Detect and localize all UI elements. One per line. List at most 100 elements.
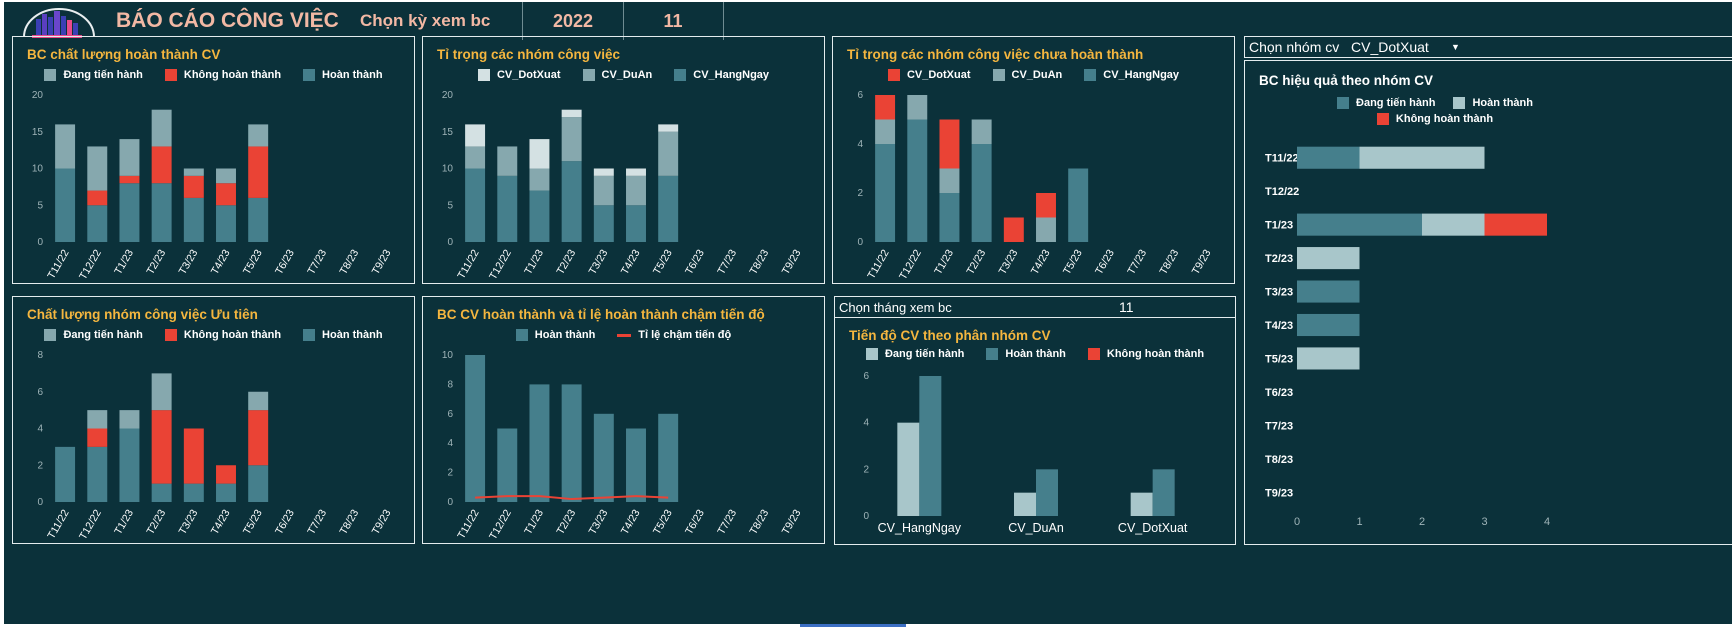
y-tick-label: 6 bbox=[863, 371, 869, 382]
x-tick-label: T6/23 bbox=[683, 507, 707, 536]
bar-cv-duan-t5-23 bbox=[658, 131, 679, 176]
bar-cv-duan-t2-23 bbox=[971, 119, 992, 144]
month-select[interactable]: 11 bbox=[623, 2, 724, 40]
chevron-down-icon[interactable]: ▼ bbox=[1451, 42, 1460, 52]
bar-ho-n-th-nh-t2-23 bbox=[1297, 247, 1360, 270]
sheet-tab-indicator bbox=[800, 624, 906, 627]
bar-cv-dotxuat-t4-23 bbox=[1036, 193, 1056, 218]
chart-title: Tiến độ CV theo phân nhóm CV bbox=[849, 328, 1051, 343]
bar-ang-ti-n-h-nh-t4-23 bbox=[216, 168, 236, 184]
chart-plot-area: 0 2 4 6 8 T11/22 T12/22 T1/23 T2/23 T3/23 T4/23 T5/… bbox=[37, 350, 394, 542]
bar-ho-n-th-nh-t1-23 bbox=[119, 428, 140, 502]
x-tick-label: T5/23 bbox=[1061, 247, 1085, 276]
legend-label: Không hoàn thành bbox=[1106, 348, 1205, 360]
x-tick-label: T4/23 bbox=[209, 247, 233, 276]
y-tick-label: 2 bbox=[857, 188, 863, 199]
bar-ho-n-th-nh-cv-hangngay bbox=[919, 376, 942, 516]
bar-ang-ti-n-h-nh-t2-23 bbox=[151, 373, 172, 411]
x-tick-label: 1 bbox=[1356, 516, 1362, 528]
bar-ho-n-th-nh-cv-dotxuat bbox=[1152, 469, 1175, 516]
legend-swatch bbox=[477, 69, 490, 81]
panel-unfinished-group-share: Tỉ trọng các nhóm công việc chưa hoàn th… bbox=[832, 36, 1235, 284]
legend-item-kh-ng-ho-n-th-nh: Không hoàn thành bbox=[164, 69, 281, 81]
bar-ang-ti-n-h-nh-cv-duan bbox=[1014, 492, 1036, 516]
x-tick-label: T6/23 bbox=[683, 247, 707, 276]
y-tick-label: 2 bbox=[863, 464, 869, 475]
group-selector-value[interactable]: CV_DotXuat bbox=[1351, 39, 1429, 55]
y-tick-label: 0 bbox=[863, 511, 869, 522]
x-tick-label: T11/22 bbox=[455, 507, 481, 541]
company-logo bbox=[23, 8, 95, 38]
bar-ho-n-th-nh-t12-22 bbox=[87, 205, 108, 242]
month-view-selector[interactable]: Chọn tháng xem bc 11 bbox=[834, 296, 1236, 318]
x-tick-label: T4/23 bbox=[209, 507, 233, 536]
x-tick-label: T1/23 bbox=[112, 247, 136, 276]
x-tick-label: T4/23 bbox=[619, 507, 643, 536]
bar-ho-n-th-nh-t3-23 bbox=[183, 197, 204, 242]
x-tick-label: T9/23 bbox=[370, 507, 394, 536]
y-tick-label: T3/23 bbox=[1265, 287, 1293, 299]
x-tick-label: T2/23 bbox=[554, 247, 578, 276]
x-tick-label: T5/23 bbox=[651, 507, 675, 536]
group-selector[interactable]: Chọn nhóm cv CV_DotXuat ▼ bbox=[1244, 36, 1732, 58]
x-tick-label: T5/23 bbox=[241, 507, 265, 536]
y-tick-label: T12/22 bbox=[1265, 186, 1299, 198]
bar-ho-n-th-nh-t12-22 bbox=[87, 446, 108, 502]
bar-hoan-thanh-t5-23 bbox=[658, 413, 679, 502]
x-tick-label: T7/23 bbox=[1125, 247, 1149, 276]
legend-item-kh-ng-ho-n-th-nh: Không hoàn thành bbox=[164, 329, 281, 341]
legend-label: CV_DuAn bbox=[1011, 69, 1063, 81]
bar-ang-ti-n-h-nh-t4-23 bbox=[1297, 313, 1360, 337]
y-tick-label: 4 bbox=[857, 139, 863, 150]
x-tick-label: 4 bbox=[1544, 516, 1550, 528]
bar-cv-duan-t4-23 bbox=[1036, 217, 1056, 242]
chart-title: Tỉ trọng các nhóm công việc chưa hoàn th… bbox=[847, 47, 1144, 62]
dashboard: BÁO CÁO CÔNG VIỆC Chọn kỳ xem bc 2022 11… bbox=[4, 2, 1732, 624]
x-tick-label: T4/23 bbox=[619, 247, 643, 276]
y-tick-label: 20 bbox=[32, 90, 44, 101]
chart-legend: Đang tiến hành Không hoàn thành Hoàn thành bbox=[13, 69, 414, 81]
legend-swatch bbox=[1453, 97, 1466, 109]
x-tick-label: T9/23 bbox=[780, 507, 804, 536]
year-select[interactable]: 2022 bbox=[522, 2, 624, 40]
x-tick-label: T12/22 bbox=[77, 507, 104, 541]
chart-legend: Hoàn thành Tỉ lệ chậm tiến độ bbox=[423, 329, 824, 341]
legend-item-ang-ti-n-h-nh: Đang tiến hành bbox=[44, 329, 143, 341]
bar-cv-hangngay-t2-23 bbox=[561, 161, 582, 242]
bar-ang-ti-n-h-nh-t11-22 bbox=[1297, 146, 1360, 169]
bar-cv-hangngay-t4-23 bbox=[626, 205, 646, 242]
x-tick-label: T4/23 bbox=[1029, 247, 1053, 276]
legend-swatch bbox=[887, 69, 900, 81]
bar-ang-ti-n-h-nh-t12-22 bbox=[87, 146, 108, 191]
chart-title: Chất lượng nhóm công việc Ưu tiên bbox=[27, 307, 258, 322]
x-tick-label: T2/23 bbox=[554, 507, 578, 536]
bar-cv-hangngay-t2-23 bbox=[971, 144, 992, 242]
legend-label: CV_DotXuat bbox=[906, 69, 971, 81]
legend-item-kh-ng-ho-n-th-nh: Không hoàn thành bbox=[1087, 348, 1205, 360]
x-tick-label: T3/23 bbox=[587, 247, 611, 276]
x-tick-label: T3/23 bbox=[587, 507, 611, 536]
x-tick-label: T9/23 bbox=[370, 247, 394, 276]
chart-plot-area: 0 5 10 15 20 T11/22 T12/22 T1/23 T2/23 T3/23 T4/23… bbox=[442, 90, 804, 282]
legend-label: Hoàn thành bbox=[322, 69, 383, 81]
chart-plot-area: 0 5 10 15 20 T11/22 T12/22 T1/23 T2/23 T3/23 T4/23… bbox=[32, 90, 394, 282]
bar-hoan-thanh-t11-22 bbox=[465, 355, 486, 502]
bar-ang-ti-n-h-nh-t11-22 bbox=[55, 124, 76, 169]
y-tick-label: 6 bbox=[857, 90, 863, 101]
month-view-value[interactable]: 11 bbox=[1119, 299, 1134, 315]
x-tick-label: T12/22 bbox=[487, 247, 514, 281]
bar-ho-n-th-nh-cv-duan bbox=[1036, 469, 1058, 516]
bar-ang-ti-n-h-nh-t5-23 bbox=[248, 391, 269, 411]
y-tick-label: T4/23 bbox=[1265, 320, 1293, 332]
y-tick-label: 2 bbox=[447, 468, 453, 479]
legend-label: CV_HangNgay bbox=[693, 69, 770, 81]
legend-swatch bbox=[617, 333, 632, 337]
y-tick-label: 10 bbox=[442, 164, 454, 175]
bar-ho-n-th-nh-t11-22 bbox=[1359, 146, 1485, 169]
bar-cv-dotxuat-t3-23 bbox=[593, 168, 614, 176]
panel-completed-late-rate: BC CV hoàn thành và tỉ lệ hoàn thành chậ… bbox=[422, 296, 825, 544]
legend-item-ho-n-th-nh: Hoàn thành bbox=[303, 69, 383, 81]
x-tick-label: T11/22 bbox=[45, 507, 71, 541]
month-view-label: Chọn tháng xem bc bbox=[839, 299, 952, 315]
bar-kh-ng-ho-n-th-nh-t5-23 bbox=[248, 410, 269, 466]
